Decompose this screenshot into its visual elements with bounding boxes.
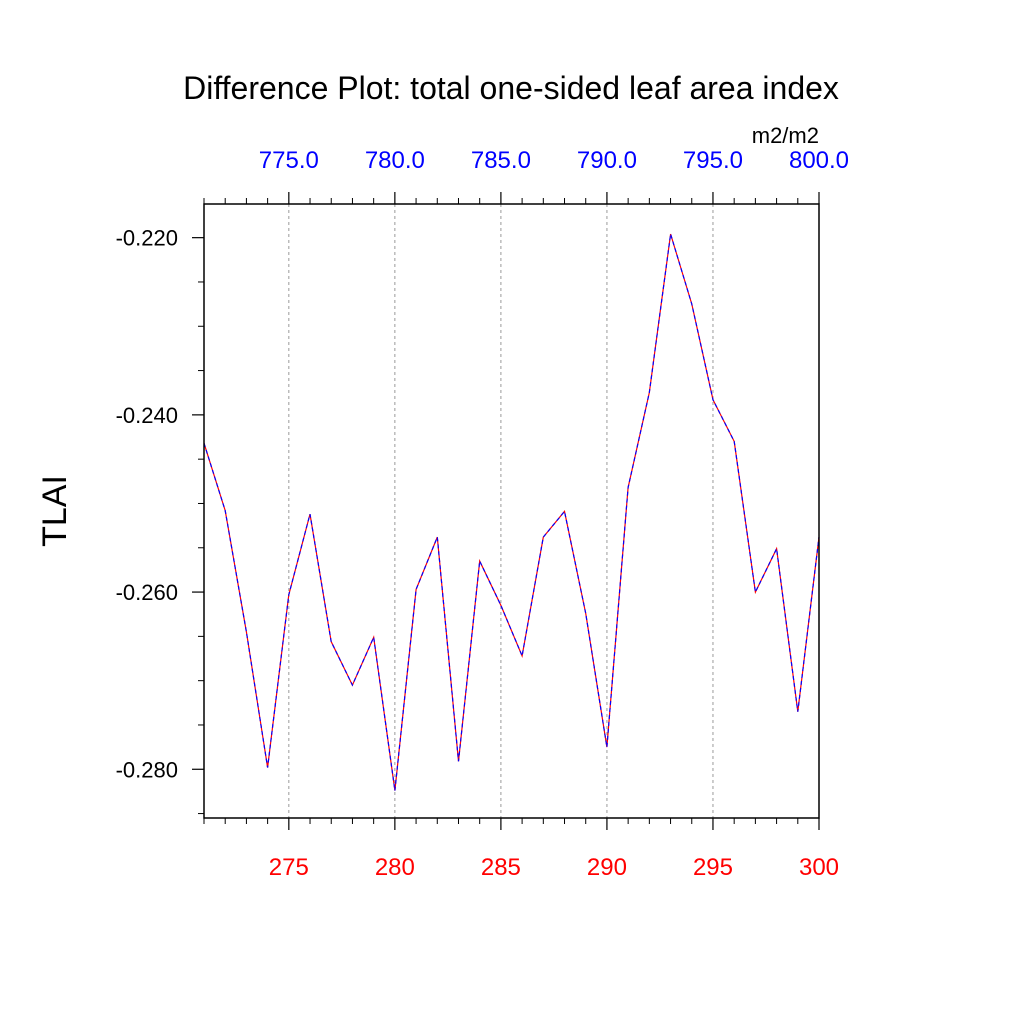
x-tick-labels-bottom: 275 280 285 290 295 300: [269, 854, 839, 881]
x-tick-label-bottom: 290: [587, 854, 627, 881]
data-series: [203, 233, 820, 791]
x-tick-label-top: 775.0: [259, 147, 319, 174]
chart-title: Difference Plot: total one-sided leaf ar…: [183, 70, 839, 106]
minor-ticks: [198, 198, 799, 824]
x-tick-label-top: 795.0: [683, 147, 743, 174]
grid-lines: [288, 204, 714, 818]
x-tick-label-bottom: 285: [481, 854, 521, 881]
y-tick-label: -0.260: [116, 580, 178, 605]
y-axis-label: TLAI: [36, 475, 74, 547]
y-tick-labels: -0.220 -0.240 -0.260 -0.280: [116, 226, 178, 783]
plot-frame: [203, 203, 820, 819]
x-tick-label-bottom: 295: [693, 854, 733, 881]
x-tick-label-top: 790.0: [577, 147, 637, 174]
x-tick-label-top: 780.0: [365, 147, 425, 174]
x-tick-label-top: 800.0: [789, 147, 849, 174]
x-tick-label-bottom: 280: [375, 854, 415, 881]
series-line-red: [203, 233, 820, 791]
x-tick-labels-top: 775.0 780.0 785.0 790.0 795.0 800.0: [259, 147, 849, 174]
major-ticks: [192, 192, 820, 830]
series-line-blue-dashed: [203, 233, 820, 791]
y-tick-label: -0.240: [116, 403, 178, 428]
x-tick-label-bottom: 300: [799, 854, 839, 881]
units-label: m2/m2: [752, 123, 819, 148]
x-tick-label-bottom: 275: [269, 854, 309, 881]
y-tick-label: -0.280: [116, 757, 178, 782]
y-tick-label: -0.220: [116, 226, 178, 251]
x-tick-label-top: 785.0: [471, 147, 531, 174]
